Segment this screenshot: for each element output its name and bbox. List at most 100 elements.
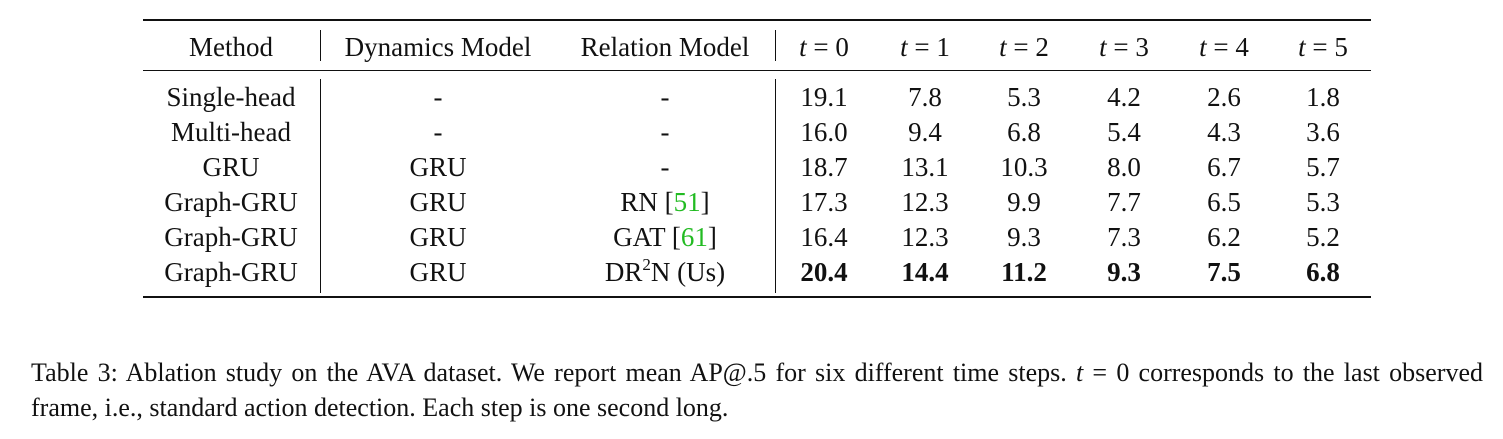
header-t-value: 4: [1235, 32, 1249, 62]
cell-ap-value: 7.5: [1207, 257, 1241, 287]
cell-ap-value: 8.0: [1107, 152, 1141, 182]
cell-ap-value: 5.7: [1306, 152, 1340, 182]
table-top-rule: [143, 19, 1371, 21]
cell-ap-value: 2.6: [1207, 82, 1241, 112]
cell-ap-value: 14.4: [901, 257, 949, 287]
relation-text: -: [660, 117, 670, 147]
cell-dynamics-model: GRU: [409, 222, 467, 252]
cell-ap-value: 9.3: [1107, 257, 1141, 287]
cell-ap-value: 18.7: [800, 152, 848, 182]
cell-dynamics-model: -: [433, 117, 443, 147]
citation-link: 61: [680, 222, 708, 252]
relation-text: N (Us): [650, 257, 726, 287]
cell-relation-model: -: [661, 152, 670, 182]
header-time-step: t = 0: [799, 32, 849, 62]
header-t-eq: =: [1312, 32, 1328, 62]
caption-t-var: t: [1075, 358, 1084, 387]
cell-relation-model: -: [661, 82, 670, 112]
header-t-value: 3: [1135, 32, 1149, 62]
cell-ap-value: 7.8: [908, 82, 942, 112]
cell-ap-value: 1.8: [1306, 82, 1340, 112]
cell-method: Graph-GRU: [164, 222, 298, 252]
caption-t-zero: 0: [1116, 358, 1130, 387]
cell-ap-value: 3.6: [1306, 117, 1340, 147]
relation-text: GAT: [613, 222, 666, 252]
relation-text: -: [660, 152, 670, 182]
header-t-var: t: [999, 32, 1007, 62]
caption-tail: corresponds to the last observed frame, …: [31, 358, 1483, 422]
header-t-value: 2: [1035, 32, 1049, 62]
cell-ap-value: 16.0: [800, 117, 848, 147]
cell-ap-value: 6.5: [1207, 187, 1241, 217]
header-t-var: t: [1099, 32, 1107, 62]
cell-relation-model: -: [661, 117, 670, 147]
cell-ap-value: 11.2: [1001, 257, 1047, 287]
header-time-step: t = 1: [900, 32, 950, 62]
header-time-step: t = 5: [1298, 32, 1348, 62]
column-divider: [320, 30, 321, 61]
cell-method: Graph-GRU: [164, 187, 298, 217]
cell-ap-value: 9.4: [908, 117, 942, 147]
header-time-step: t = 2: [999, 32, 1049, 62]
cell-ap-value: 7.7: [1107, 187, 1141, 217]
cell-method: GRU: [202, 152, 260, 182]
cell-relation-model: GAT [61]: [613, 222, 717, 252]
cell-dynamics-model: GRU: [409, 257, 467, 287]
header-relation-model: Relation Model: [580, 32, 750, 62]
header-t-eq: =: [1013, 32, 1029, 62]
cell-ap-value: 5.2: [1306, 222, 1340, 252]
cell-dynamics-model: -: [433, 82, 443, 112]
cell-ap-value: 20.4: [800, 257, 848, 287]
table-header-rule: [143, 70, 1371, 71]
header-t-value: 0: [835, 32, 849, 62]
cell-ap-value: 12.3: [901, 222, 949, 252]
column-divider: [775, 79, 776, 293]
table-bottom-rule: [143, 296, 1371, 298]
header-method: Method: [189, 32, 273, 62]
cell-method: Single-head: [166, 82, 296, 112]
cell-ap-value: 6.2: [1207, 222, 1241, 252]
caption-lead: Table 3: Ablation study on the AVA datas…: [31, 358, 1067, 387]
header-t-var: t: [1298, 32, 1306, 62]
header-t-var: t: [799, 32, 807, 62]
caption-t-eq: =: [1092, 358, 1108, 387]
cell-relation-model: RN [51]: [620, 187, 710, 217]
cell-ap-value: 9.9: [1007, 187, 1041, 217]
citation-link: 51: [673, 187, 701, 217]
cell-ap-value: 4.2: [1107, 82, 1141, 112]
cell-ap-value: 6.8: [1007, 117, 1041, 147]
header-t-eq: =: [914, 32, 930, 62]
header-t-eq: =: [1113, 32, 1129, 62]
column-divider: [775, 30, 776, 61]
cell-relation-model: DR2N (Us): [604, 255, 726, 287]
cell-ap-value: 7.3: [1107, 222, 1141, 252]
header-t-eq: =: [813, 32, 829, 62]
relation-superscript: 2: [642, 255, 651, 274]
header-dynamics-model: Dynamics Model: [344, 32, 532, 62]
cell-ap-value: 9.3: [1007, 222, 1041, 252]
cell-ap-value: 19.1: [800, 82, 848, 112]
cell-ap-value: 6.8: [1306, 257, 1340, 287]
table-caption: Table 3: Ablation study on the AVA datas…: [31, 355, 1483, 425]
cell-dynamics-model: GRU: [409, 187, 467, 217]
cell-ap-value: 13.1: [901, 152, 949, 182]
cell-method: Graph-GRU: [164, 257, 298, 287]
cell-ap-value: 10.3: [1000, 152, 1048, 182]
header-time-step: t = 3: [1099, 32, 1149, 62]
cell-ap-value: 17.3: [800, 187, 848, 217]
cell-ap-value: 4.3: [1207, 117, 1241, 147]
header-t-eq: =: [1213, 32, 1229, 62]
cell-method: Multi-head: [171, 117, 291, 147]
header-t-var: t: [1199, 32, 1207, 62]
cell-ap-value: 5.4: [1107, 117, 1141, 147]
cell-dynamics-model: GRU: [409, 152, 467, 182]
cell-ap-value: 16.4: [800, 222, 848, 252]
header-t-value: 5: [1334, 32, 1348, 62]
cell-ap-value: 5.3: [1007, 82, 1041, 112]
cell-ap-value: 6.7: [1207, 152, 1241, 182]
relation-text: DR: [604, 257, 643, 287]
cell-ap-value: 12.3: [901, 187, 949, 217]
header-t-value: 1: [936, 32, 950, 62]
cell-ap-value: 5.3: [1306, 187, 1340, 217]
column-divider: [320, 79, 321, 293]
